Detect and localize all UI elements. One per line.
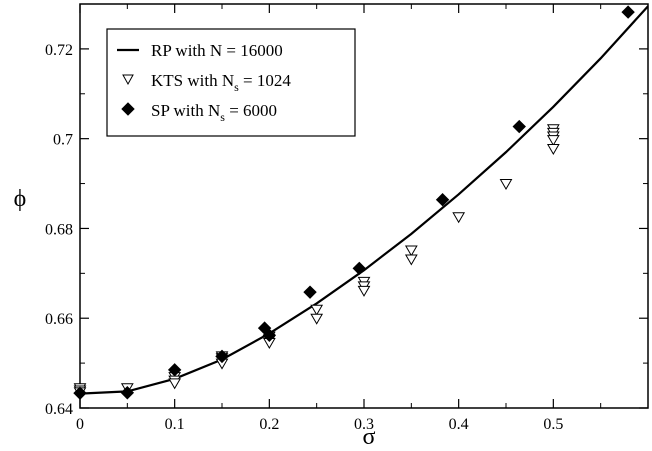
legend-label-kts: KTS with Ns = 1024: [151, 71, 291, 94]
kts-point: [499, 179, 513, 191]
x-tick-label: 0.3: [354, 416, 374, 433]
kts-point: [404, 254, 418, 266]
kts-point: [546, 135, 560, 147]
legend-diamond-marker: [121, 102, 135, 116]
y-tick-label: 0.72: [45, 42, 73, 59]
legend-label-kts-tail: = 1024: [239, 71, 292, 90]
legend-label-rp: RP with N = 16000: [151, 41, 283, 60]
y-tick-label: 0.66: [45, 311, 73, 328]
sp-point: [621, 5, 635, 19]
kts-point: [310, 313, 324, 325]
sp-point: [435, 193, 450, 207]
legend-label-kts-sub: s: [234, 80, 239, 94]
legend: RP with N = 16000 KTS with Ns = 1024 SP …: [106, 28, 356, 137]
legend-label-kts-main: KTS with N: [151, 71, 234, 90]
legend-triangle-marker: [122, 74, 134, 86]
sp-point: [303, 285, 317, 299]
sp-point: [352, 261, 366, 276]
sp-point: [73, 386, 87, 400]
sp-point: [512, 119, 526, 134]
sp-point: [262, 328, 277, 342]
kts-point: [357, 285, 371, 297]
kts-point: [404, 245, 418, 257]
series-layer: [73, 5, 649, 400]
legend-label-sp: SP with Ns = 6000: [151, 101, 277, 124]
kts-point: [546, 144, 560, 156]
x-tick-label: 0: [76, 416, 84, 433]
x-tick-label: 0.5: [543, 416, 563, 433]
legend-label-sp-sub: s: [220, 110, 225, 124]
x-tick-label: 0.2: [259, 416, 279, 433]
sp-point: [120, 386, 135, 400]
y-tick-label: 0.68: [45, 221, 73, 238]
x-axis-title: σ: [363, 424, 376, 450]
sp-point: [215, 349, 229, 364]
sp-point: [167, 363, 182, 377]
kts-point: [310, 304, 324, 316]
legend-box: [106, 28, 356, 137]
legend-label-sp-tail: = 6000: [225, 101, 277, 120]
legend-label-sp-main: SP with N: [151, 101, 220, 120]
kts-point: [452, 212, 466, 224]
y-axis-title: ϕ: [14, 186, 27, 212]
y-tick-label: 0.64: [45, 401, 73, 418]
axis-ticks: 0 0.1 0.2 0.3 0.4 0.5 0.64 0.66 0.68 0.7 0.72: [45, 4, 648, 433]
kts-point: [168, 378, 182, 390]
y-tick-label: 0.7: [53, 132, 73, 149]
x-tick-label: 0.4: [449, 416, 469, 433]
x-tick-label: 0.1: [165, 416, 185, 433]
